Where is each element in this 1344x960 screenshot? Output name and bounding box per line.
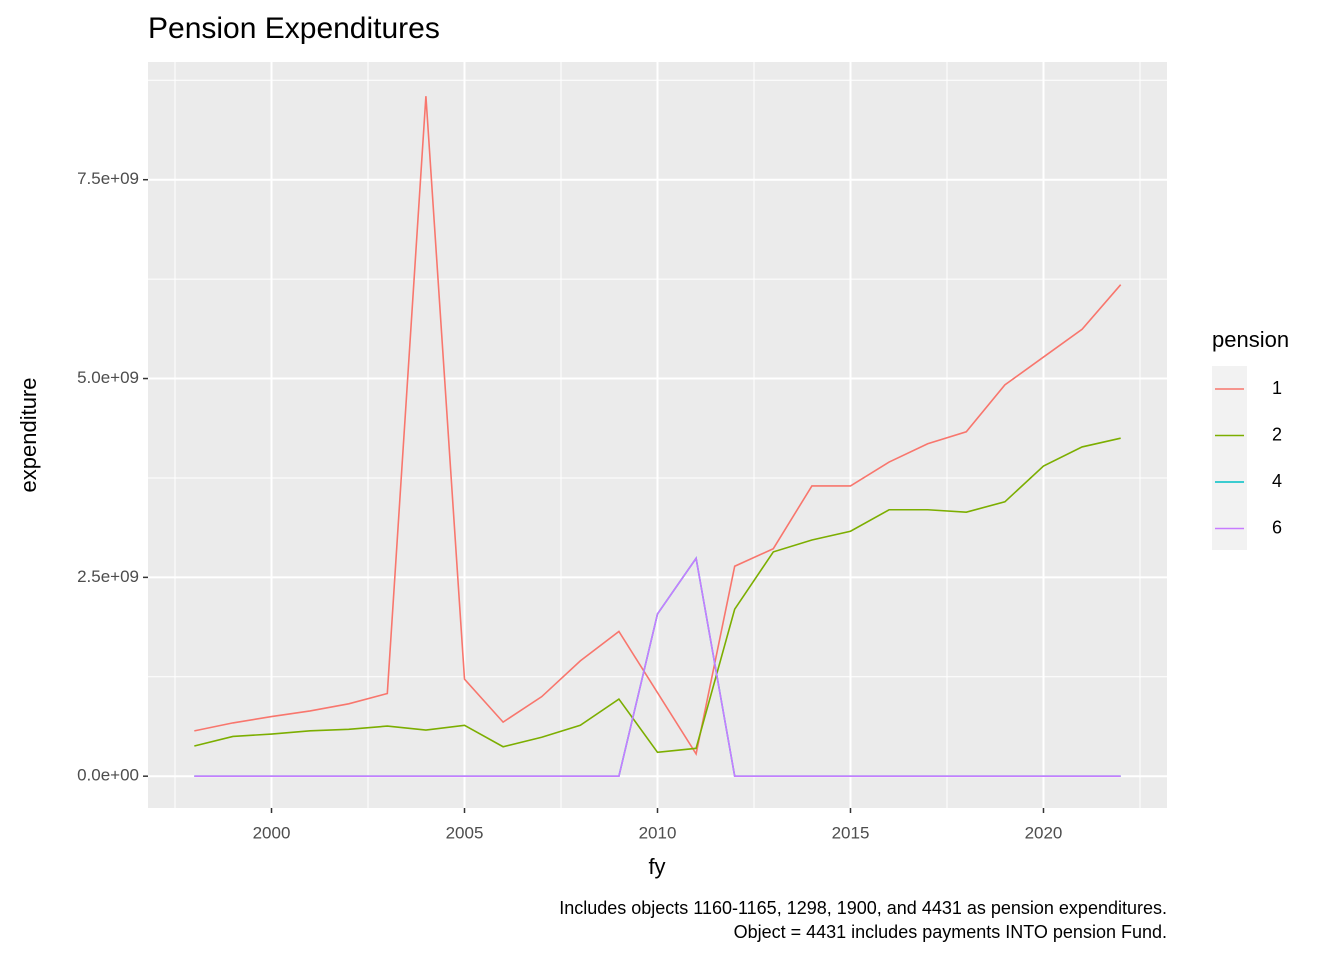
y-tick-label: 0.0e+00 (77, 766, 139, 785)
x-axis-title: fy (648, 854, 665, 879)
legend: 1 2 4 6 (1212, 366, 1282, 550)
x-tick-label: 2010 (639, 823, 677, 842)
series-line (194, 556, 1121, 777)
series-line (194, 437, 1121, 754)
caption: Object = 4431 includes payments INTO pen… (734, 922, 1167, 942)
x-tick-label: 2005 (446, 823, 484, 842)
x-tick-label: 2000 (253, 823, 291, 842)
x-tick-label: 2015 (832, 823, 870, 842)
legend-title: pension (1212, 327, 1289, 352)
legend-label: 2 (1272, 424, 1282, 444)
legend-label: 1 (1272, 378, 1282, 398)
legend-label: 4 (1272, 471, 1282, 491)
legend-label: 6 (1272, 517, 1282, 537)
y-tick-label: 2.5e+09 (77, 567, 139, 586)
chart-title: Pension Expenditures (148, 12, 440, 45)
caption: Includes objects 1160-1165, 1298, 1900, … (559, 898, 1167, 918)
x-tick-label: 2020 (1025, 823, 1063, 842)
lines (194, 96, 1122, 777)
y-tick-label: 5.0e+09 (77, 368, 139, 387)
y-axis-title: expenditure (16, 378, 41, 493)
y-tick-label: 7.5e+09 (77, 169, 139, 188)
series-line (194, 96, 1122, 757)
legend-key-background (1212, 366, 1247, 550)
